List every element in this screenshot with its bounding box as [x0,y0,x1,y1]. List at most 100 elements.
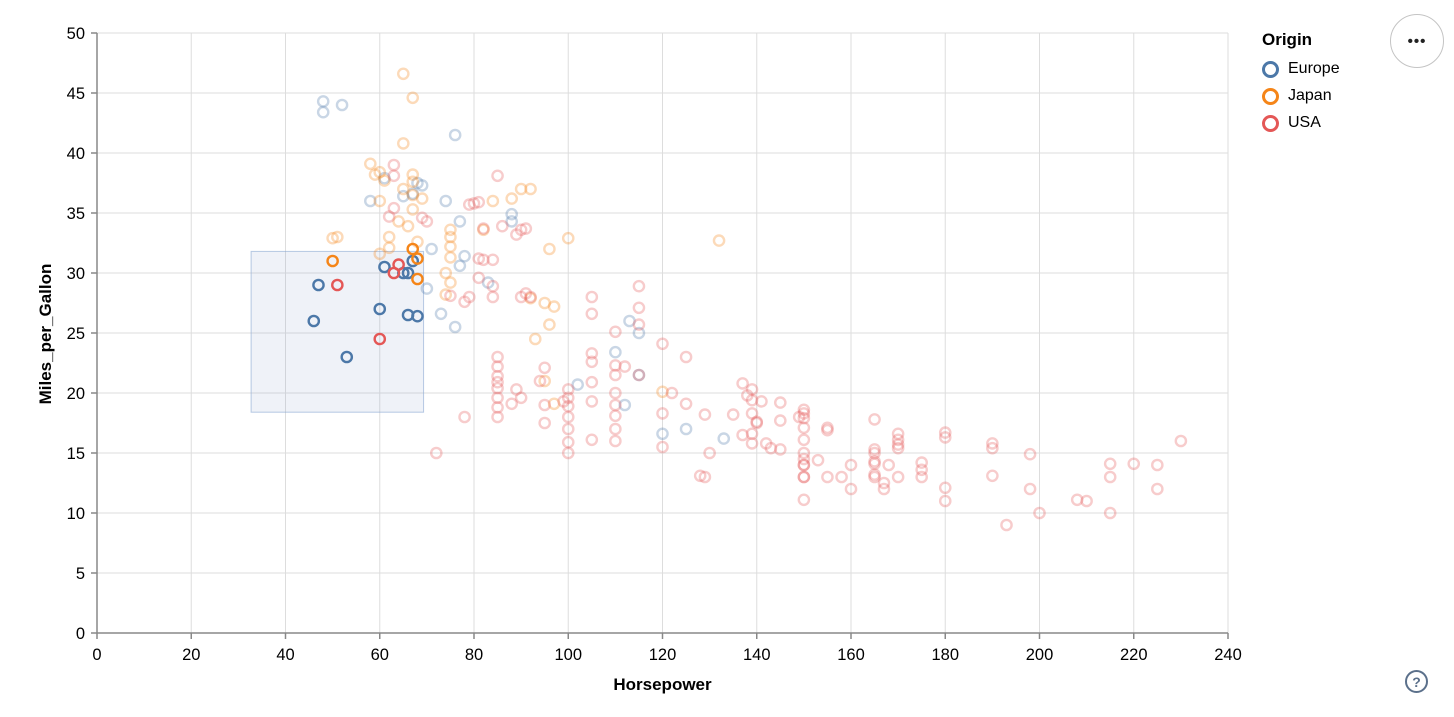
data-point[interactable] [406,187,420,201]
data-point[interactable] [745,383,759,396]
data-point[interactable] [609,398,622,412]
data-point[interactable] [726,408,740,421]
data-point[interactable] [340,350,354,364]
data-point[interactable] [986,469,999,483]
data-point[interactable] [609,386,622,400]
data-point[interactable] [868,413,881,426]
data-point[interactable] [585,433,599,447]
data-point[interactable] [453,215,467,228]
data-point[interactable] [382,241,396,255]
data-point[interactable] [472,271,486,285]
data-point[interactable] [528,332,542,346]
data-point[interactable] [1023,482,1037,496]
data-point[interactable] [486,290,500,304]
data-point[interactable] [656,440,669,454]
data-point[interactable] [378,260,391,274]
data-point[interactable] [472,252,486,265]
data-point[interactable] [561,231,575,245]
data-point[interactable] [458,295,471,309]
data-point[interactable] [986,437,999,450]
data-point[interactable] [632,301,646,315]
data-point[interactable] [1103,457,1117,471]
data-point[interactable] [401,266,415,280]
data-point[interactable] [1174,434,1188,448]
data-point[interactable] [797,433,811,447]
data-point[interactable] [618,398,632,412]
data-point[interactable] [571,378,584,391]
data-point[interactable] [406,203,420,216]
data-point[interactable] [797,421,811,435]
data-point[interactable] [425,242,438,256]
data-point[interactable] [844,482,858,496]
data-point[interactable] [505,192,519,205]
data-point[interactable] [792,410,806,424]
data-point[interactable] [543,242,556,256]
data-point[interactable] [406,242,420,256]
data-point[interactable] [453,259,467,273]
data-point[interactable] [519,287,533,300]
data-point[interactable] [986,441,999,455]
data-point[interactable] [481,276,495,289]
data-point[interactable] [868,446,881,460]
data-point[interactable] [609,359,622,372]
data-point[interactable] [326,231,339,245]
data-point[interactable] [543,318,556,331]
data-point[interactable] [665,386,679,400]
data-point[interactable] [505,207,519,221]
data-point[interactable] [891,470,905,484]
data-point[interactable] [364,194,377,208]
data-point[interactable] [467,197,481,210]
data-point[interactable] [538,374,551,388]
data-point[interactable] [609,368,622,382]
data-point[interactable] [698,470,712,484]
data-point[interactable] [382,230,396,244]
data-point[interactable] [514,223,528,237]
data-point[interactable] [797,446,811,460]
data-point[interactable] [538,296,551,310]
data-point[interactable] [491,401,504,414]
data-point[interactable] [938,426,952,439]
help-icon[interactable]: ? [1405,670,1428,693]
data-point[interactable] [891,427,905,441]
data-point[interactable] [868,455,881,468]
data-point[interactable] [514,391,528,405]
data-point[interactable] [632,368,646,382]
data-point[interactable] [679,397,693,411]
data-point[interactable] [736,377,749,390]
data-point[interactable] [656,385,669,399]
data-point[interactable] [1151,482,1164,496]
data-point[interactable] [868,457,881,471]
data-point[interactable] [618,360,632,373]
data-point[interactable] [387,158,401,172]
data-point[interactable] [745,437,759,450]
data-point[interactable] [373,302,387,316]
data-point[interactable] [693,469,707,483]
data-point[interactable] [609,434,622,448]
data-point[interactable] [505,397,519,411]
data-point[interactable] [891,441,905,455]
data-point[interactable] [561,446,575,460]
data-point[interactable] [514,182,528,196]
data-point[interactable] [561,399,575,413]
data-point[interactable] [877,482,891,496]
data-point[interactable] [411,252,424,265]
data-point[interactable] [797,403,811,417]
data-point[interactable] [609,409,622,423]
data-point[interactable] [364,157,377,171]
data-point[interactable] [712,234,726,247]
data-point[interactable] [774,396,787,409]
data-point[interactable] [538,398,551,412]
data-point[interactable] [835,470,848,484]
data-point[interactable] [378,174,391,187]
data-point[interactable] [477,253,490,267]
data-point[interactable] [519,222,533,235]
data-point[interactable] [406,168,420,181]
data-point[interactable] [797,458,811,472]
data-point[interactable] [585,347,599,360]
data-point[interactable] [462,198,476,211]
data-point[interactable] [491,410,504,424]
data-point[interactable] [392,258,405,271]
data-point[interactable] [538,416,551,430]
data-point[interactable] [585,395,599,408]
data-point[interactable] [387,169,401,183]
